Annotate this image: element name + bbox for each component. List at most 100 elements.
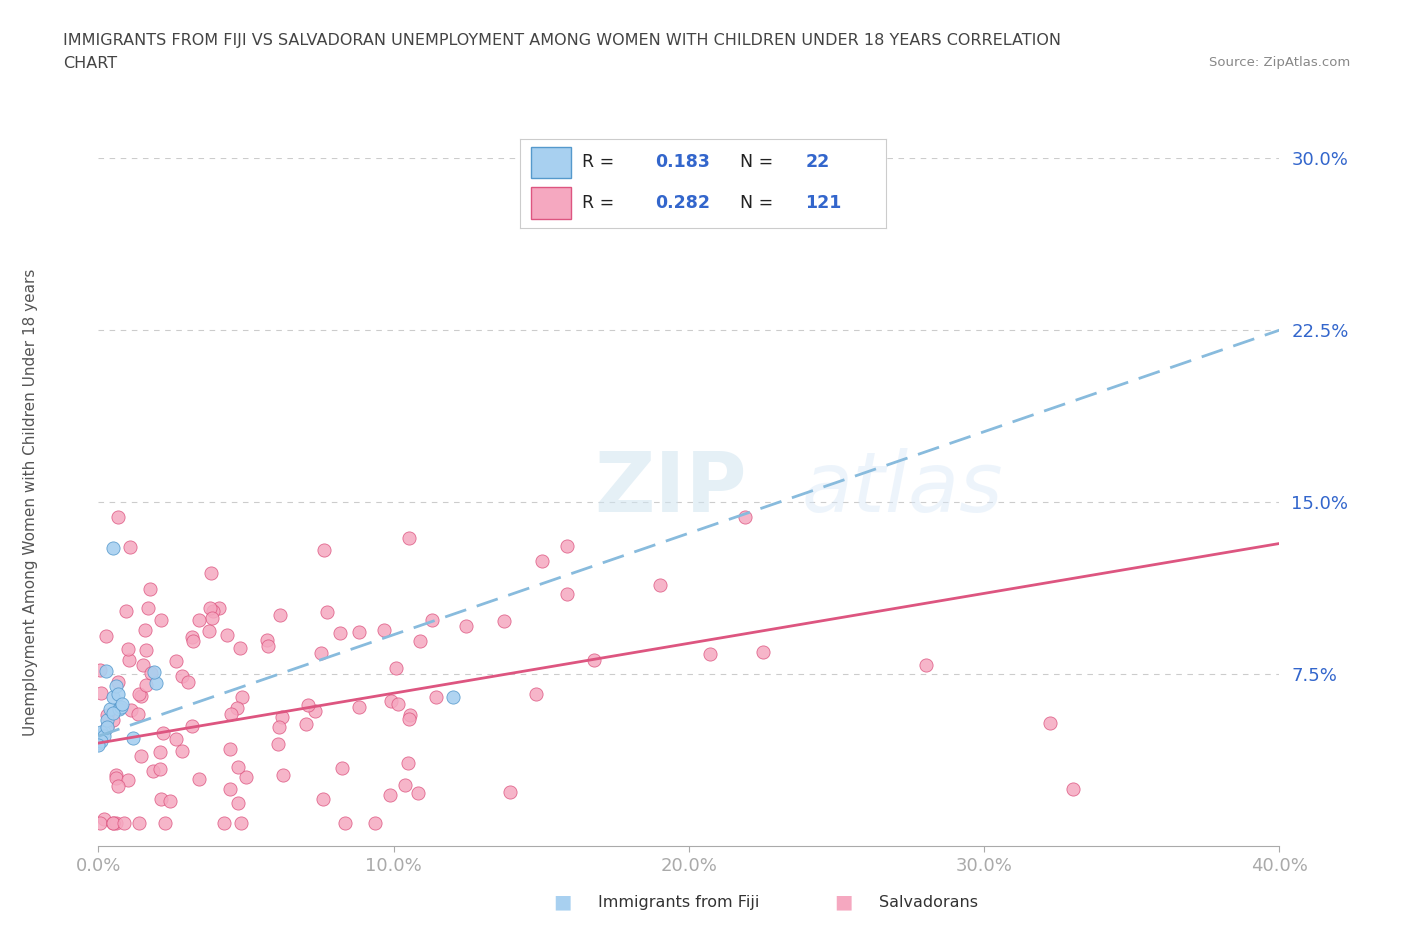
Point (149, 762, 172, 777)
Point (315, 605, 337, 620)
FancyBboxPatch shape (531, 187, 571, 219)
Point (269, 719, 291, 734)
Point (107, 674, 129, 689)
Text: ZIP: ZIP (595, 448, 747, 529)
Point (89, 816, 111, 830)
Point (187, 771, 209, 786)
Point (90, 724, 112, 739)
Point (235, 769, 257, 784)
Point (104, 767, 127, 782)
Point (373, 622, 395, 637)
Point (120, 703, 142, 718)
Point (127, 706, 149, 721)
Point (398, 712, 420, 727)
Point (229, 816, 252, 830)
Point (159, 793, 181, 808)
Point (142, 764, 165, 778)
Text: 0.282: 0.282 (655, 194, 710, 212)
Point (648, 578, 671, 592)
Point (492, 613, 515, 628)
Point (330, 761, 353, 776)
Point (134, 623, 156, 638)
Point (734, 509, 756, 524)
Point (150, 613, 173, 628)
Point (531, 553, 554, 568)
Point (699, 646, 721, 661)
Point (101, 816, 124, 830)
Text: 0.183: 0.183 (655, 153, 710, 171)
Point (425, 690, 447, 705)
Point (273, 767, 295, 782)
Text: R =: R = (582, 194, 620, 212)
Point (103, 540, 125, 555)
Point (589, 185, 612, 200)
Point (583, 652, 606, 667)
Point (256, 632, 278, 647)
Point (108, 701, 131, 716)
Point (122, 730, 145, 745)
Point (231, 689, 253, 704)
Point (94, 629, 117, 644)
Point (172, 744, 194, 759)
Point (105, 816, 128, 830)
Point (198, 601, 221, 616)
Point (152, 725, 174, 740)
Point (135, 643, 157, 658)
Point (914, 658, 936, 672)
Point (87, 736, 110, 751)
Point (172, 669, 194, 684)
Point (115, 604, 138, 618)
Point (225, 700, 247, 715)
Point (201, 610, 224, 625)
Point (228, 641, 250, 656)
Point (93, 724, 115, 739)
Point (198, 624, 221, 639)
Point (270, 710, 292, 724)
Point (422, 613, 444, 628)
Point (139, 666, 162, 681)
Point (217, 628, 239, 643)
Point (751, 644, 773, 659)
Point (314, 542, 336, 557)
Point (150, 791, 173, 806)
Point (96, 720, 118, 735)
Point (165, 654, 187, 669)
Point (90, 734, 112, 749)
Point (456, 619, 478, 634)
Point (297, 698, 319, 712)
Point (139, 581, 162, 596)
Point (399, 708, 422, 723)
Point (129, 749, 152, 764)
Point (226, 796, 249, 811)
Point (347, 624, 370, 639)
Point (269, 608, 291, 623)
Point (441, 690, 464, 705)
Point (112, 816, 135, 830)
Point (396, 756, 419, 771)
Point (295, 717, 318, 732)
Point (93, 812, 115, 827)
Point (93, 729, 115, 744)
Point (1062, 781, 1084, 796)
Point (94, 664, 117, 679)
FancyBboxPatch shape (531, 147, 571, 179)
Point (87, 737, 110, 752)
Point (384, 660, 406, 675)
Point (111, 697, 134, 711)
Point (499, 785, 522, 800)
Text: Salvadorans: Salvadorans (879, 895, 977, 910)
Point (103, 690, 125, 705)
Point (181, 719, 204, 734)
Text: 121: 121 (806, 194, 842, 212)
Point (90, 686, 112, 701)
Point (329, 626, 352, 641)
Point (145, 676, 167, 691)
Point (136, 601, 159, 616)
Point (101, 713, 124, 728)
Point (107, 686, 129, 701)
Text: Immigrants from Fiji: Immigrants from Fiji (598, 895, 759, 910)
Point (149, 745, 172, 760)
Point (219, 707, 242, 722)
Point (311, 646, 333, 661)
Text: Unemployment Among Women with Children Under 18 years: Unemployment Among Women with Children U… (24, 269, 38, 736)
